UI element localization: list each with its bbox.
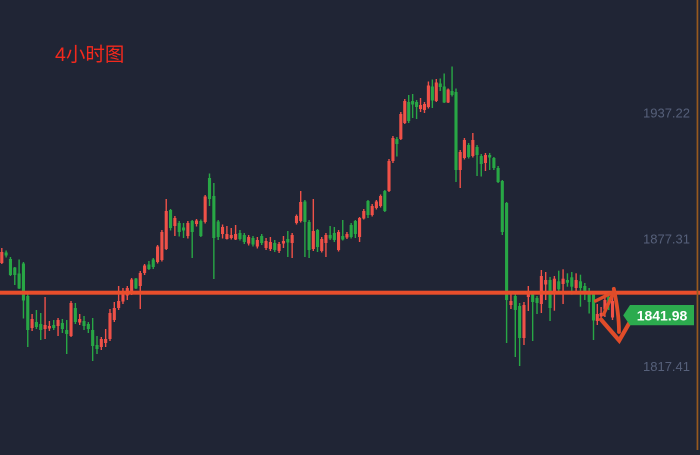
svg-text:1817.41: 1817.41 <box>643 359 690 374</box>
svg-text:1937.22: 1937.22 <box>643 106 690 121</box>
svg-text:1841.98: 1841.98 <box>637 307 688 323</box>
svg-text:4小时图: 4小时图 <box>55 44 124 66</box>
svg-text:1877.31: 1877.31 <box>643 232 690 247</box>
